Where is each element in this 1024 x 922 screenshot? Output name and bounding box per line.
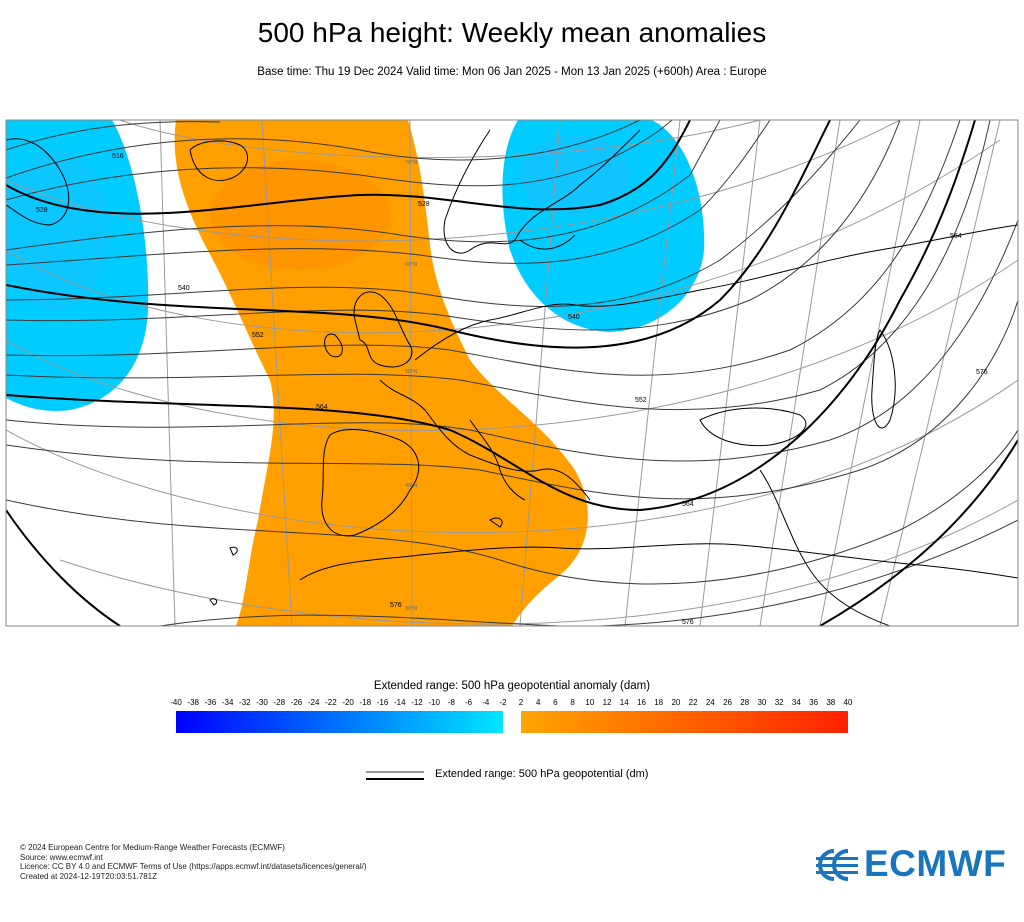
colorbar-tick-label: -24 [307,698,320,707]
positive-anomaly-core [210,160,390,270]
colorbar-tick-label: 20 [671,698,681,707]
colorbar-tick-label: -20 [342,698,354,707]
graticule-labels: 70°N 60°N 50°N 40°N 30°N [405,160,417,612]
colorbar-tick-label: -34 [221,698,234,707]
colorbar-tick-label: -12 [411,698,423,707]
colorbar-tick-label: 34 [791,698,801,707]
colorbar-tick-label: -18 [359,698,372,707]
contour-label: 552 [635,397,647,404]
ecmwf-logo-icon [816,849,858,881]
colorbar-title: Extended range: 500 hPa geopotential ano… [373,680,651,692]
colorbar-tick-label: 28 [740,698,750,707]
colorbar-tick-label: -28 [273,698,286,707]
colorbar-tick-label: -2 [499,698,507,707]
colorbar-tick-label: -30 [256,698,268,707]
graticule-label: 70°N [405,160,417,166]
footer: © 2024 European Centre for Medium-Range … [20,843,367,881]
ecmwf-logo: ECMWF [812,843,1008,885]
contour-label: 576 [682,619,694,626]
geopotential-contours-thick [6,120,1018,626]
colorbar-tick-label: -14 [393,698,406,707]
negative-anomaly-region-scandinavia [502,120,705,332]
anomaly-map: 516 528 540 552 564 576 528 540 552 564 … [5,119,1019,627]
colorbar-tick-label: -32 [239,698,251,707]
colorbar-tick-label: 6 [553,698,558,707]
colorbar-tick-label: 32 [774,698,784,707]
created-line: Created at 2024-12-19T20:03:51.781Z [20,871,157,881]
coastlines [6,129,1018,626]
chart-title: 500 hPa height: Weekly mean anomalies [257,17,767,48]
colorbar-tick-label: -8 [447,698,455,707]
colorbar-tick-label: 40 [843,698,853,707]
colorbar-tick-label: -16 [376,698,389,707]
colorbar-tick-label: 10 [585,698,595,707]
colorbar-tick-label: -6 [465,698,473,707]
contour-label: 564 [682,501,694,508]
colorbar-tick-label: 30 [757,698,767,707]
contour-legend-label: Extended range: 500 hPa geopotential (dm… [435,768,649,780]
colorbar-tick-label: -4 [482,698,490,707]
contour-label: 528 [418,201,430,208]
contour-legend-lines [366,771,424,780]
colorbar-tick-label: 38 [826,698,836,707]
colorbar-tick-label: -22 [325,698,337,707]
contour-label: 552 [252,332,264,339]
contour-label: 564 [950,233,962,240]
source-line: Source: www.ecmwf.int [20,852,103,862]
colorbar-tick-label: 36 [809,698,819,707]
colorbar-tick-label: 12 [602,698,612,707]
contour-label: 540 [568,314,580,321]
contour-label: 540 [178,285,190,292]
graticule-label: 50°N [405,369,417,375]
colorbar-tick-label: 14 [619,698,629,707]
licence-line: Licence: CC BY 4.0 and ECMWF Terms of Us… [20,862,367,872]
contour-legend: Extended range: 500 hPa geopotential (dm… [366,766,686,786]
negative-anomaly-core [520,135,630,215]
colorbar-tick-label: -26 [290,698,303,707]
graticule-label: 40°N [405,483,417,489]
geopotential-contours-thin [6,120,1018,626]
colorbar-tick-label: -40 [170,698,182,707]
ecmwf-logo-text: ECMWF [864,843,1007,884]
contour-label: 528 [36,207,48,214]
contour-label: 576 [390,602,402,609]
colorbar-tick-label: 4 [535,698,541,707]
colorbar-tick-label: 24 [705,698,715,707]
colorbar-tick-label: -38 [187,698,199,707]
graticule-label: 60°N [405,262,417,268]
copyright-line: © 2024 European Centre for Medium-Range … [20,843,285,852]
negative-anomaly-region-west [6,120,149,411]
chart-subtitle: Base time: Thu 19 Dec 2024 Valid time: M… [257,66,767,78]
graticule-label: 30°N [405,606,417,612]
colorbar-tick-label: -10 [428,698,440,707]
contour-label: 576 [976,369,988,376]
colorbar-tick-label: 16 [637,698,646,707]
colorbar-tick-label: 8 [570,698,575,707]
colorbar-tick-label: 22 [688,698,698,707]
contour-label: 516 [112,153,124,160]
colorbar-tick-label: 26 [723,698,732,707]
contour-labels: 516 528 540 552 564 576 528 540 552 564 … [36,153,988,626]
colorbar-tick-label: -36 [204,698,217,707]
colorbar-positive [521,711,848,733]
colorbar-tick-label: 2 [518,698,524,707]
contour-label: 564 [316,404,328,411]
map-frame [5,119,1019,627]
colorbar-tick-label: 18 [654,698,664,707]
colorbar-negative [176,711,503,733]
